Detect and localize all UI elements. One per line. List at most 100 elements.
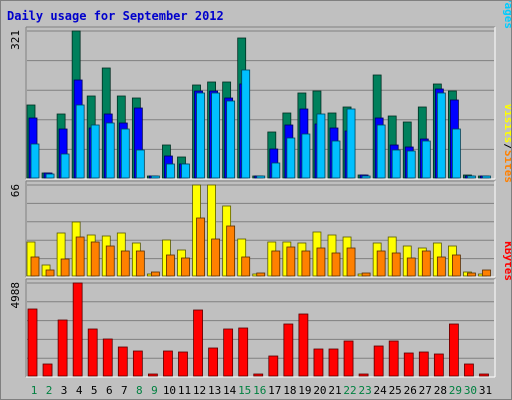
panel-1-series-legend: Hits/Files/Pages xyxy=(502,1,511,29)
bar-kbytes-day-undefined xyxy=(358,373,369,377)
bar-sites-day-undefined xyxy=(346,247,356,277)
legend-entry-kbytes: KBytes xyxy=(502,241,511,281)
bar-sites-day-undefined xyxy=(436,256,446,277)
bar-kbytes-day-undefined xyxy=(433,353,444,377)
bar-kbytes-day-undefined xyxy=(448,323,459,377)
bar-pages-day-30 xyxy=(467,175,476,179)
bar-kbytes-day-undefined xyxy=(72,282,83,377)
x-tick-day-20: 20 xyxy=(313,384,326,397)
bar-kbytes-day-undefined xyxy=(42,363,53,377)
bar-kbytes-day-undefined xyxy=(343,340,354,377)
x-tick-day-30: 30 xyxy=(464,384,477,397)
bar-kbytes-day-undefined xyxy=(373,345,384,377)
bar-sites-day-undefined xyxy=(331,252,341,277)
x-tick-day-24: 24 xyxy=(374,384,388,397)
bar-kbytes-day-undefined xyxy=(418,351,429,377)
x-tick-day-18: 18 xyxy=(283,384,296,397)
bar-pages-day-31 xyxy=(482,175,491,179)
bar-pages-day-11 xyxy=(181,163,190,179)
bar-sites-day-undefined xyxy=(451,254,461,277)
bar-kbytes-day-undefined xyxy=(132,350,143,377)
bar-pages-day-1 xyxy=(30,143,40,179)
x-tick-day-15: 15 xyxy=(238,384,251,397)
legend-entry-visits: Visits xyxy=(502,104,511,144)
x-tick-day-9: 9 xyxy=(151,384,158,397)
bar-sites-day-undefined xyxy=(75,236,85,277)
bar-pages-day-3 xyxy=(60,153,70,179)
bar-pages-day-29 xyxy=(451,128,461,179)
bar-sites-day-undefined xyxy=(301,250,311,277)
x-tick-day-10: 10 xyxy=(163,384,176,397)
bar-sites-day-undefined xyxy=(467,272,476,277)
bar-sites-day-undefined xyxy=(211,238,221,277)
bar-pages-day-13 xyxy=(211,92,221,179)
bar-sites-day-undefined xyxy=(421,250,431,277)
x-tick-day-8: 8 xyxy=(136,384,143,397)
legend-separator: / xyxy=(502,143,511,150)
bar-kbytes-day-undefined xyxy=(313,348,324,377)
bar-kbytes-day-undefined xyxy=(403,352,414,377)
bar-sites-day-undefined xyxy=(406,257,416,277)
bar-pages-day-12 xyxy=(196,92,205,179)
x-tick-day-26: 26 xyxy=(404,384,417,397)
bar-pages-day-6 xyxy=(105,122,115,179)
x-tick-day-13: 13 xyxy=(208,384,221,397)
bar-kbytes-day-undefined xyxy=(117,346,128,377)
bar-sites-day-undefined xyxy=(361,272,371,277)
bar-sites-day-undefined xyxy=(105,245,115,277)
bar-pages-day-27 xyxy=(421,140,431,179)
bar-sites-day-undefined xyxy=(241,256,251,277)
bar-sites-day-undefined xyxy=(60,258,70,277)
bar-sites-day-undefined xyxy=(166,254,175,277)
bar-kbytes-day-undefined xyxy=(178,351,188,377)
bar-kbytes-day-undefined xyxy=(238,327,249,377)
x-tick-day-4: 4 xyxy=(76,384,83,397)
bar-sites-day-undefined xyxy=(150,271,160,277)
bar-sites-day-undefined xyxy=(482,269,491,277)
chart-title: Daily usage for September 2012 xyxy=(7,9,224,23)
bar-sites-day-undefined xyxy=(226,225,236,277)
bar-pages-day-9 xyxy=(150,175,160,179)
bar-kbytes-day-undefined xyxy=(147,373,158,377)
x-tick-day-23: 23 xyxy=(358,384,371,397)
bar-kbytes-day-undefined xyxy=(223,328,234,377)
bar-kbytes-day-undefined xyxy=(208,347,219,377)
bar-pages-day-7 xyxy=(120,128,130,179)
bar-sites-day-undefined xyxy=(45,269,55,277)
bar-sites-day-undefined xyxy=(391,252,401,277)
bar-pages-day-5 xyxy=(90,124,100,179)
bar-kbytes-day-undefined xyxy=(253,373,264,377)
bar-pages-day-8 xyxy=(135,149,145,179)
bar-sites-day-undefined xyxy=(316,247,326,277)
x-tick-day-27: 27 xyxy=(419,384,432,397)
bar-pages-day-2 xyxy=(45,173,55,179)
bar-pages-day-4 xyxy=(75,104,85,179)
panel-2-ymax-label: 66 xyxy=(9,184,22,197)
panel-3-series-legend: KBytes xyxy=(502,241,511,281)
x-tick-day-1: 1 xyxy=(31,384,38,397)
bar-sites-day-undefined xyxy=(90,241,100,277)
bar-kbytes-day-undefined xyxy=(283,323,294,377)
bar-kbytes-day-undefined xyxy=(102,338,113,377)
bar-pages-day-14 xyxy=(226,100,236,179)
bar-pages-day-21 xyxy=(331,140,341,179)
bar-pages-day-25 xyxy=(391,149,401,179)
bar-kbytes-day-undefined xyxy=(388,340,399,377)
bar-pages-day-15 xyxy=(241,69,251,179)
bar-sites-day-undefined xyxy=(30,256,40,277)
legend-entry-pages: Pages xyxy=(502,1,511,29)
bar-pages-day-28 xyxy=(436,92,446,179)
panel-3-ymax-label: 4988 xyxy=(9,282,22,309)
x-tick-day-21: 21 xyxy=(328,384,341,397)
bar-sites-day-undefined xyxy=(120,250,130,277)
bar-kbytes-day-undefined xyxy=(479,373,489,377)
bar-kbytes-day-undefined xyxy=(27,308,38,377)
bar-pages-day-18 xyxy=(286,137,296,179)
bar-sites-day-undefined xyxy=(286,246,296,277)
bar-kbytes-day-undefined xyxy=(193,309,203,377)
bar-pages-day-10 xyxy=(166,163,175,179)
panel-1-ymax-label: 321 xyxy=(9,30,22,50)
bar-sites-day-undefined xyxy=(196,217,205,277)
